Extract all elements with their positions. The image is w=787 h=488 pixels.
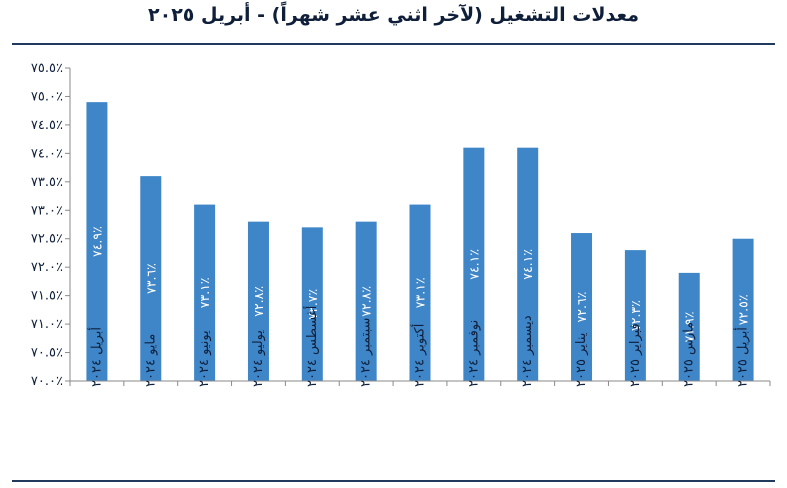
x-tick-label: أكتوبر ٢٠٢٤ [411, 324, 428, 387]
x-tick-label: سبتمبر ٢٠٢٤ [359, 318, 374, 387]
bar [301, 227, 323, 381]
y-tick-label: ٧٠.٠٪ [31, 374, 63, 389]
bar-value-label: ٧٢.٥٪ [736, 294, 751, 325]
bar-value-label: ٧١.٩٪ [682, 312, 697, 343]
bar-value-label: ٧٢.٨٪ [251, 286, 266, 317]
chart-title: معدلات التشغيل (لآخر اثني عشر شهراً) - أ… [148, 4, 639, 26]
y-axis: ٧٠.٠٪ ٧٠.٥٪ ٧١.٠٪ ٧١.٥٪ ٧٢.٠٪ ٧٢.٥٪ ٧٣.٠٪ ٧٣.٥٪… [31, 61, 71, 389]
y-tick-label: ٧٤.٠٪ [31, 146, 63, 161]
bar-value-label: ٧٢.٧٪ [305, 289, 320, 320]
bar-value-label: ٧٣.٦٪ [143, 263, 158, 294]
bar-value-label: ٧٢.٨٪ [359, 286, 374, 317]
y-tick-label: ٧٢.٥٪ [31, 232, 63, 247]
bottom-divider [12, 480, 775, 482]
bar-value-label: ٧٣.١٪ [197, 277, 212, 308]
y-tick-label: ٧٣.٥٪ [31, 175, 63, 190]
bar-value-label: ٧٢.٣٪ [628, 300, 643, 331]
bar [732, 238, 754, 381]
x-tick-label: ديسمبر ٢٠٢٤ [520, 315, 535, 387]
bar [86, 102, 108, 382]
x-tick-label: مارس ٢٠٢٥ [682, 322, 697, 387]
bar-value-label: ٧٤.٩٪ [89, 226, 104, 257]
x-tick-label: أبريل ٢٠٢٥ [734, 327, 751, 387]
bar [517, 147, 539, 381]
bar-value-label: ٧٢.٦٪ [574, 292, 589, 323]
bar [463, 147, 485, 381]
bar [624, 250, 646, 381]
x-tick-label: يوليو ٢٠٢٤ [251, 330, 266, 387]
x-tick-label: مايو ٢٠٢٤ [143, 334, 158, 387]
y-tick-label: ٧٥.٥٪ [31, 61, 63, 76]
bar [678, 272, 700, 381]
x-tick-label: أبريل ٢٠٢٤ [87, 327, 104, 387]
bar [194, 204, 216, 381]
x-tick-label: يونيو ٢٠٢٤ [197, 330, 212, 387]
bar [140, 176, 162, 381]
bar [355, 221, 377, 381]
bar-value-label: ٧٣.١٪ [413, 277, 428, 308]
x-tick-label: أغسطس ٢٠٢٤ [303, 306, 320, 387]
bar [409, 204, 431, 381]
bar [571, 233, 593, 381]
x-tick-label: يناير ٢٠٢٥ [574, 332, 589, 387]
bar-value-label: ٧٤.١٪ [520, 249, 535, 280]
y-tick-label: ٧٥.٠٪ [31, 89, 63, 104]
y-tick-label: ٧٠.٥٪ [31, 346, 63, 361]
bars: ٧٤.٩٪ ٧٣.٦٪ ٧٣.١٪ ٧٢.٨٪ ٧٢.٧٪ ٧٢.٨٪ ٧٣.١٪ ٧٤.١٪… [86, 102, 754, 382]
y-tick-label: ٧١.٥٪ [31, 289, 63, 304]
x-axis: أبريل ٢٠٢٤ مايو ٢٠٢٤ يونيو ٢٠٢٤ يوليو ٢٠٢٤ أ… [69, 306, 771, 387]
y-tick-label: ٧٢.٠٪ [31, 260, 63, 275]
x-tick-label: فبراير ٢٠٢٥ [628, 323, 643, 387]
y-tick-label: ٧١.٠٪ [31, 317, 63, 332]
top-divider [12, 43, 775, 45]
y-tick-label: ٧٣.٠٪ [31, 203, 63, 218]
x-tick-label: نوفمبر ٢٠٢٤ [466, 320, 481, 387]
bar [247, 221, 269, 381]
y-tick-label: ٧٤.٥٪ [31, 118, 63, 133]
bar-value-label: ٧٤.١٪ [466, 249, 481, 280]
